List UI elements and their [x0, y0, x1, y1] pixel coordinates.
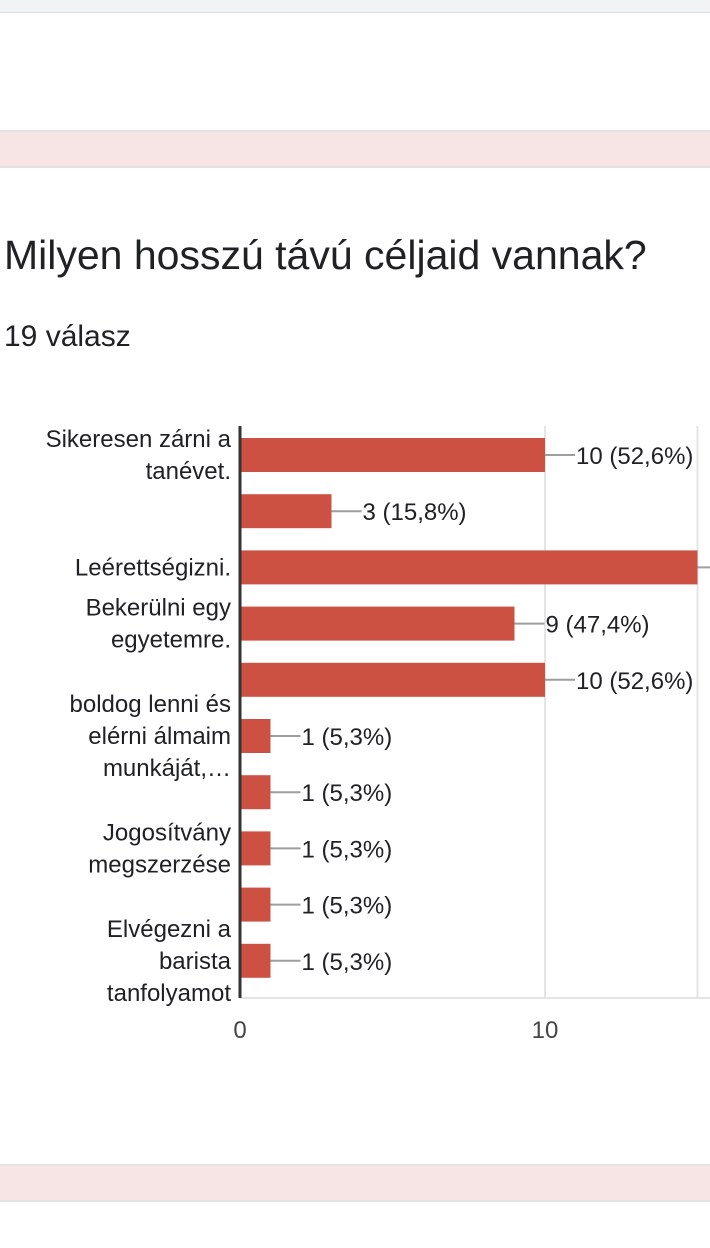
bar [240, 775, 271, 810]
category-label-line: Jogosítvány [103, 819, 231, 846]
section-divider-top [0, 130, 710, 168]
category-label: Jogosítvány megszerzése [88, 819, 231, 878]
category-label: Sikeresen zárni a tanévet. [46, 426, 232, 485]
data-label: 1 (5,3%) [302, 780, 393, 807]
bar [240, 606, 515, 641]
question-title: Milyen hosszú távú céljaid vannak? [4, 232, 647, 278]
bar [240, 550, 698, 585]
category-label: boldog lenni és elérni álmaim munkáját,… [70, 691, 231, 782]
bar [240, 943, 271, 978]
category-label: Elvégezni a barista tanfolyamot [107, 916, 232, 1007]
category-label-line: barista [159, 948, 232, 975]
category-label-line: munkáját,… [103, 755, 231, 782]
category-label-line: boldog lenni és [70, 691, 231, 718]
category-label-line: megszerzése [88, 851, 231, 878]
data-label: 1 (5,3%) [302, 724, 393, 751]
category-label-line: Elvégezni a [107, 916, 232, 943]
data-label: 3 (15,8%) [363, 499, 467, 526]
bar [240, 662, 545, 697]
data-label: 1 (5,3%) [302, 893, 393, 920]
top-card-edge [0, 0, 710, 13]
bar [240, 831, 271, 866]
bar [240, 438, 545, 472]
bar-chart: 10 (52,6%)3 (15,8%)15 (78,9%)9 (47,4%)10… [46, 426, 710, 1040]
data-label: 10 (52,6%) [576, 668, 693, 695]
bar [240, 887, 271, 922]
section-divider-bottom [0, 1164, 710, 1202]
data-label: 1 (5,3%) [302, 949, 393, 976]
category-label-line: Sikeresen zárni a [46, 426, 232, 453]
x-tick-label: 10 [532, 1017, 559, 1040]
category-label-line: tanfolyamot [107, 980, 231, 1007]
category-label-line: Leérettségizni. [75, 554, 231, 581]
category-label: Leérettségizni. [75, 554, 231, 581]
bar [240, 494, 332, 529]
category-label-line: tanévet. [146, 458, 231, 485]
category-label-line: Bekerülni egy [86, 595, 231, 622]
response-count: 19 válasz [4, 320, 131, 353]
data-label: 10 (52,6%) [576, 443, 693, 470]
data-label: 1 (5,3%) [302, 836, 393, 863]
bar [240, 719, 271, 753]
data-label: 9 (47,4%) [546, 612, 650, 639]
category-label: Bekerülni egy egyetemre. [86, 595, 231, 654]
category-label-line: egyetemre. [111, 627, 231, 654]
x-tick-label: 0 [233, 1017, 246, 1040]
category-label-line: elérni álmaim [88, 723, 231, 750]
